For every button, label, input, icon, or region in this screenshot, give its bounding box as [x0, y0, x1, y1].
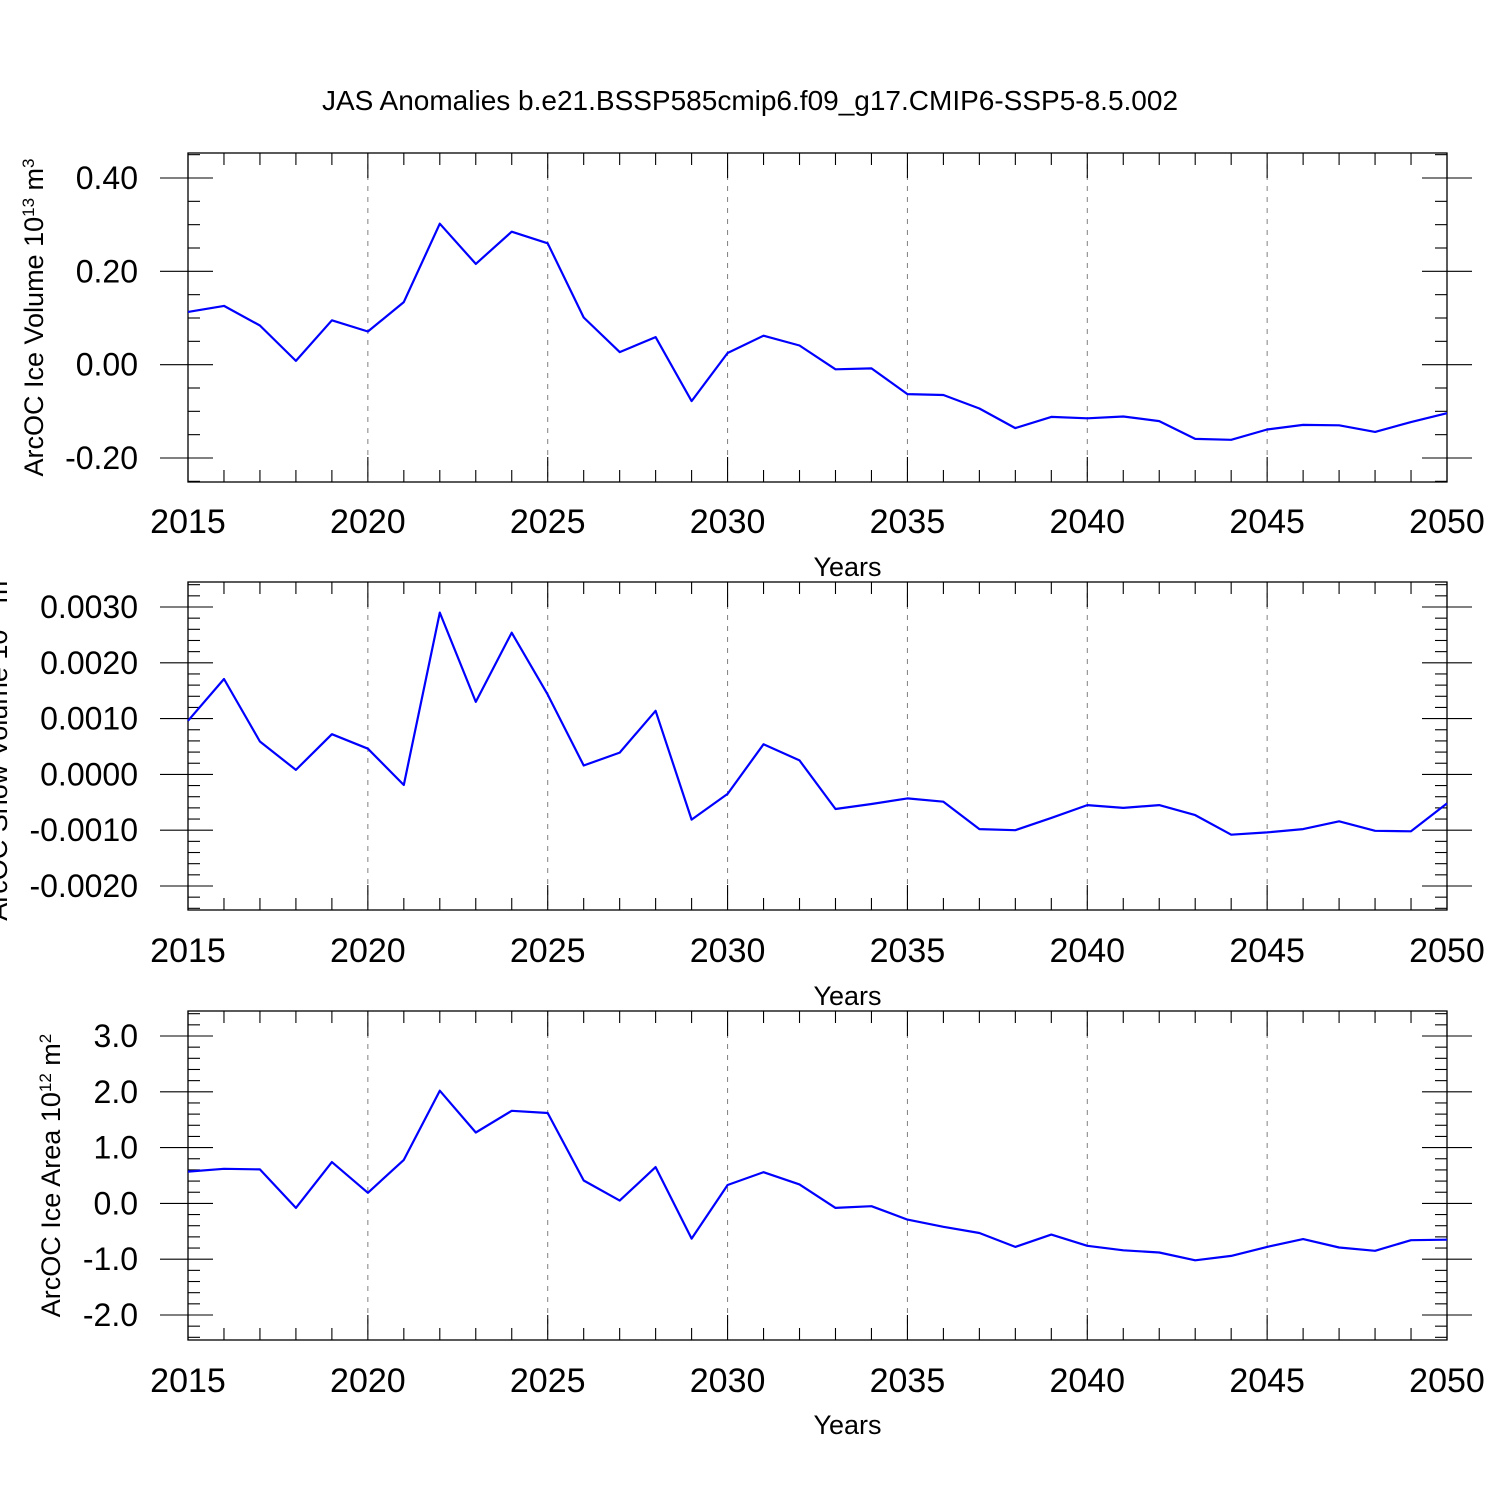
x-tick-label: 2025	[510, 932, 586, 970]
figure-title: JAS Anomalies b.e21.BSSP585cmip6.f09_g17…	[322, 85, 1178, 116]
x-tick-label: 2035	[870, 932, 946, 970]
plot-frame	[187, 581, 1448, 911]
y-tick-label: 0.0010	[40, 701, 138, 737]
chart-panel-1: -0.20 0.00 0.20 0.40 2015 2020 2025 2030 2035 204…	[19, 152, 1485, 582]
y-tick-label: 3.0	[94, 1018, 138, 1054]
x-tick-label: 2030	[690, 1362, 766, 1400]
y-tick-label: -1.0	[83, 1241, 138, 1277]
plot-frame	[187, 152, 1448, 483]
y-tick-label: -0.0010	[29, 812, 138, 848]
x-tick-label: 2035	[870, 503, 946, 541]
y-tick-label: 0.20	[76, 253, 138, 289]
plot-frame	[187, 1010, 1448, 1341]
x-tick-label: 2020	[330, 503, 406, 541]
series-line	[187, 611, 1448, 836]
x-tick-label: 2050	[1409, 932, 1485, 970]
x-tick-label: 2045	[1229, 1362, 1305, 1400]
x-tick-label: 2045	[1229, 503, 1305, 541]
y-tick-label: 2.0	[94, 1074, 138, 1110]
chart-panels: -0.20 0.00 0.20 0.40 2015 2020 2025 2030 2035 204…	[0, 152, 1485, 1440]
x-tick-label: 2030	[690, 932, 766, 970]
y-axis-title: ArcOC Ice Area 1012 m2	[36, 1034, 67, 1318]
x-tick-label: 2015	[150, 503, 226, 541]
y-axis-title: ArcOC Ice Volume 1013 m3	[19, 158, 50, 476]
x-tick-label: 2020	[330, 1362, 406, 1400]
x-tick-label: 2015	[150, 932, 226, 970]
x-tick-label: 2040	[1049, 1362, 1125, 1400]
x-tick-label: 2015	[150, 1362, 226, 1400]
x-tick-label: 2045	[1229, 932, 1305, 970]
x-axis-title: Years	[813, 981, 881, 1011]
x-tick-label: 2040	[1049, 932, 1125, 970]
chart-panel-3: -2.0 -1.0 0.0 1.0 2.0 3.0 2015 2020 2025 2030 2035…	[36, 1010, 1485, 1440]
y-tick-label: 0.40	[76, 160, 138, 196]
x-tick-label: 2050	[1409, 503, 1485, 541]
chart-panel-2: -0.0020 -0.0010 0.0000 0.0010 0.0020 0.0030 20…	[0, 571, 1485, 1011]
x-tick-label: 2050	[1409, 1362, 1485, 1400]
y-tick-label: -0.20	[65, 440, 138, 476]
series-line	[187, 222, 1448, 441]
x-axis-title: Years	[813, 552, 881, 582]
y-tick-label: 0.0	[94, 1185, 138, 1221]
x-axis-title: Years	[813, 1410, 881, 1440]
x-tick-label: 2035	[870, 1362, 946, 1400]
x-tick-label: 2020	[330, 932, 406, 970]
x-tick-label: 2025	[510, 503, 586, 541]
y-tick-label: 0.0030	[40, 589, 138, 625]
x-tick-label: 2030	[690, 503, 766, 541]
series-line	[187, 1089, 1448, 1262]
y-tick-label: 0.00	[76, 347, 138, 383]
y-tick-label: 0.0000	[40, 756, 138, 792]
y-tick-label: -0.0020	[29, 868, 138, 904]
y-tick-label: 1.0	[94, 1130, 138, 1166]
y-tick-label: -2.0	[83, 1297, 138, 1333]
y-axis-title: ArcOC Snow Volume 1013 m3	[0, 571, 13, 921]
x-tick-label: 2040	[1049, 503, 1125, 541]
x-tick-label: 2025	[510, 1362, 586, 1400]
y-tick-label: 0.0020	[40, 645, 138, 681]
